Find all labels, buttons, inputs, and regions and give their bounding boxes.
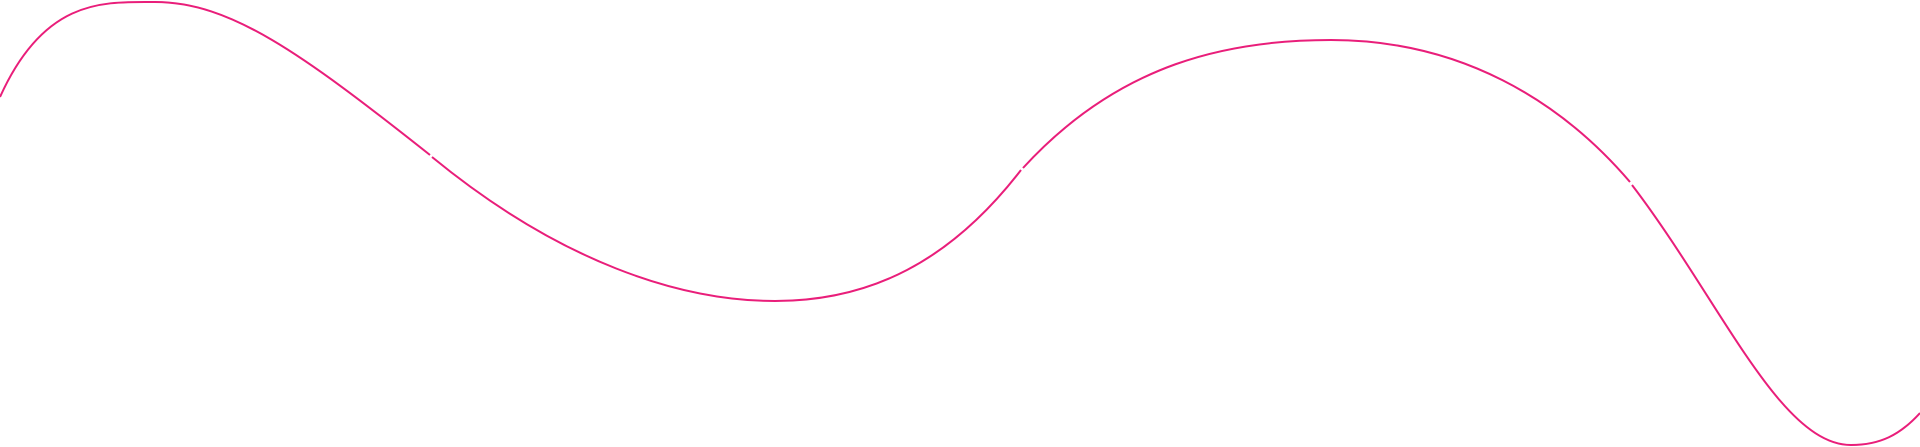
wave-segment-3 [1022, 38, 1631, 183]
wave-segment-2 [431, 156, 1022, 303]
wave-segment-1 [0, 0, 431, 156]
wave-segment-4 [1631, 184, 1920, 447]
